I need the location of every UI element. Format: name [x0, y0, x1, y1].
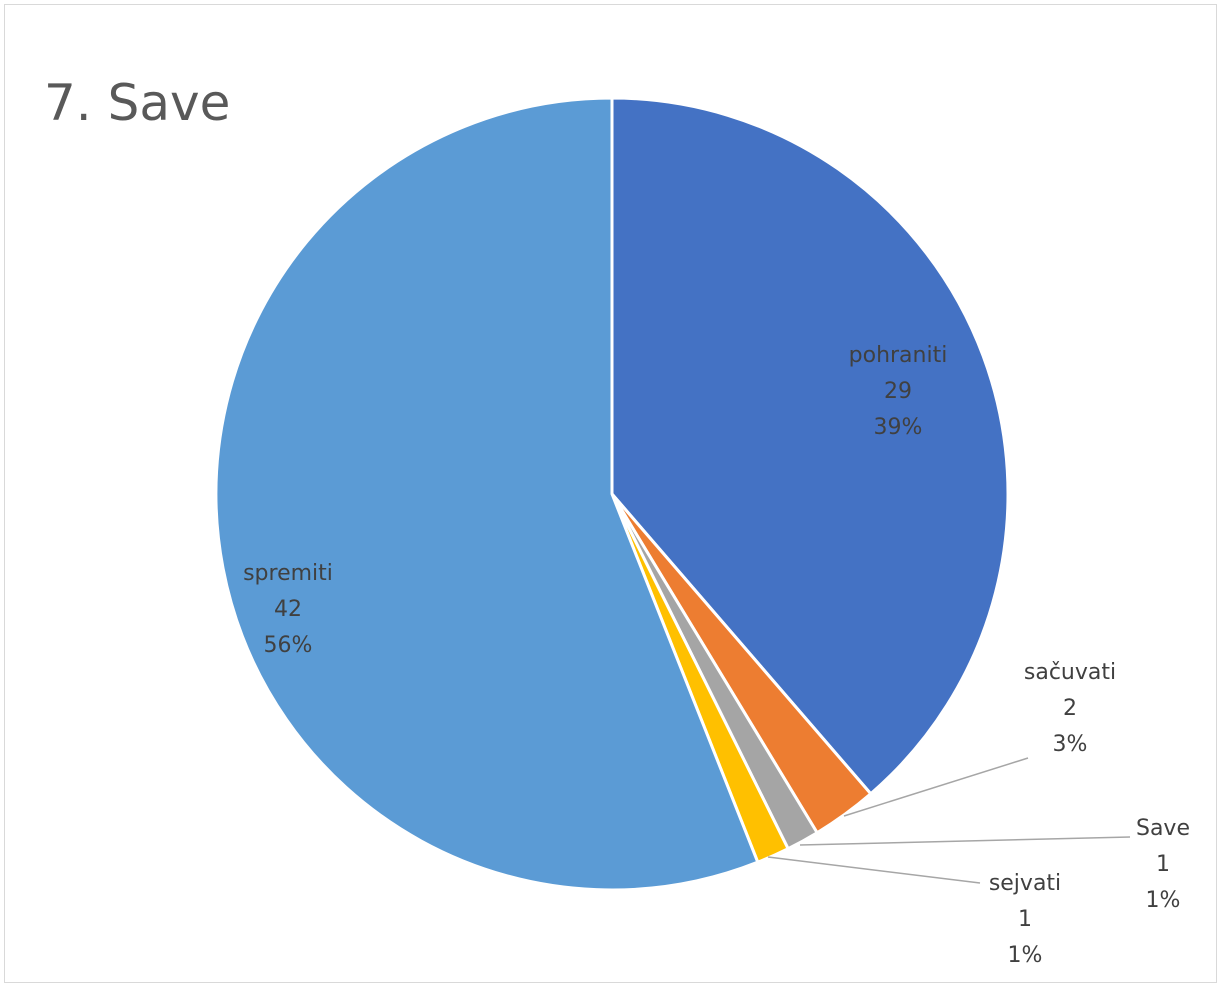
- slice-percent: 1%: [1146, 888, 1181, 913]
- slice-value: 2: [1063, 696, 1077, 721]
- leader-line: [843, 757, 1029, 817]
- slice-value: 29: [884, 379, 912, 404]
- slice-label: Save: [1136, 816, 1190, 841]
- slice-value: 42: [274, 597, 302, 622]
- leader-line: [799, 836, 1131, 846]
- slice-label: pohraniti: [849, 343, 948, 368]
- leader-lines: [767, 757, 1131, 884]
- slice-label: sačuvati: [1024, 660, 1116, 685]
- data-labels: pohraniti 29 39% sačuvati 2 3% Save 1 1% sejvati 1…: [243, 343, 1190, 968]
- slice-percent: 3%: [1053, 732, 1088, 757]
- slice-value: 1: [1018, 907, 1032, 932]
- pie-slice-pohraniti: [610, 96, 1010, 796]
- chart-title: 7. Save: [44, 74, 231, 132]
- pie-slices: [214, 96, 1010, 892]
- leader-line: [767, 856, 981, 884]
- pie-slice-spremiti: [214, 96, 760, 892]
- slice-label: sejvati: [989, 871, 1061, 896]
- slice-percent: 56%: [264, 633, 313, 658]
- slice-percent: 39%: [874, 415, 923, 440]
- slice-value: 1: [1156, 852, 1170, 877]
- slice-percent: 1%: [1008, 943, 1043, 968]
- slice-label: spremiti: [243, 561, 333, 586]
